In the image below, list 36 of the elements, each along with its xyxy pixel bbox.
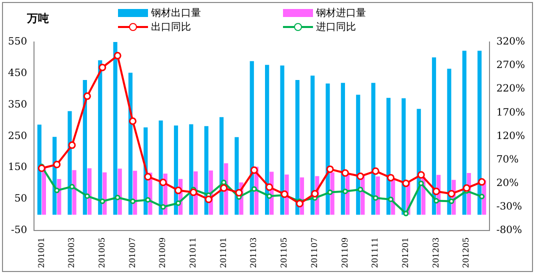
x-tick-label: 201009: [158, 237, 168, 268]
y-tick-label: 350: [8, 99, 28, 110]
x-tick-label: 201205: [462, 237, 471, 268]
y-tick-label: 250: [8, 130, 28, 142]
legend-label: 钢材出口量: [151, 6, 201, 20]
x-tick-label: 201103: [249, 237, 258, 268]
y2-tick-label: 120%: [496, 130, 526, 142]
text: 万吨: [27, 11, 49, 26]
x-tick-label: 201107: [310, 237, 319, 268]
x-tick-label: 201111: [370, 237, 380, 268]
y2-tick-label: 170%: [496, 107, 526, 118]
y2-tick-label: 70%: [496, 154, 519, 166]
x-tick-label: 201011: [188, 237, 198, 268]
y-tick-label: 450: [8, 68, 28, 80]
x-tick-label: 201109: [340, 237, 350, 268]
x-tick-label: 201005: [97, 237, 106, 268]
y2-tick-label: 20%: [496, 178, 519, 189]
legend-label: 进口同比: [316, 20, 356, 34]
x-tick-label: 201101: [218, 237, 228, 268]
legend-label: 出口同比: [151, 20, 191, 34]
legend-label: 钢材进口量: [316, 6, 366, 20]
y-tick-label: 50: [14, 194, 28, 205]
x-tick-label: 201201: [401, 237, 410, 268]
y-tick-label: 150: [8, 162, 28, 174]
x-tick-label: 201001: [36, 237, 46, 268]
x-tick-label: 201105: [280, 237, 289, 268]
y2-tick-label: 320%: [496, 36, 526, 48]
y2-tick-label: 270%: [496, 60, 526, 72]
y2-tick-label: -30%: [496, 201, 522, 212]
x-tick-label: 201203: [431, 237, 440, 268]
x-tick-label: 201007: [128, 237, 137, 268]
x-tick-label: 201003: [67, 237, 76, 268]
y2-tick-label: -80%: [496, 225, 522, 236]
y-tick-label: -50: [10, 225, 28, 236]
y-tick-label: 550: [8, 36, 28, 48]
y2-tick-label: 220%: [496, 84, 526, 95]
